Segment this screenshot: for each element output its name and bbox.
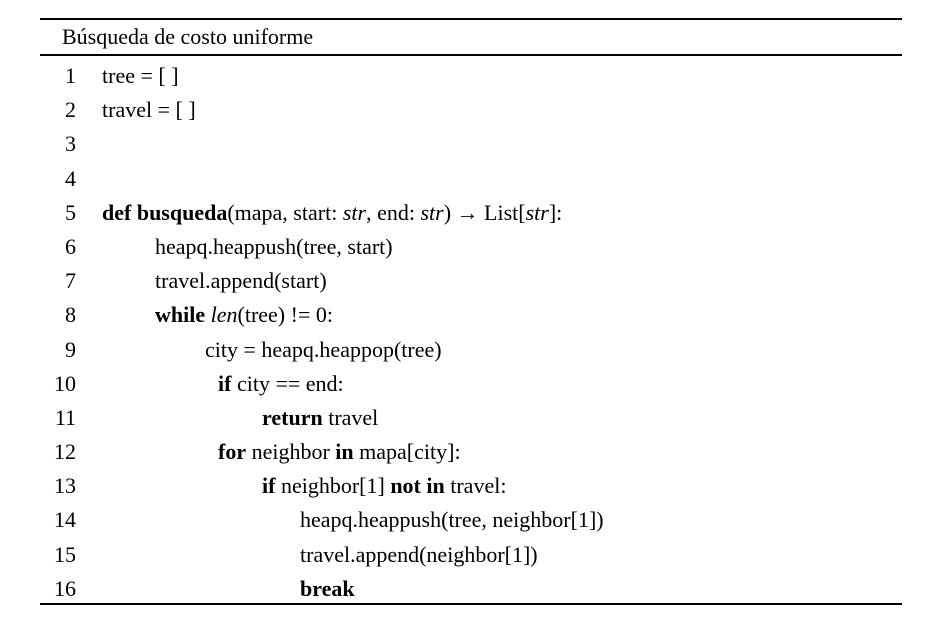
line-number: 7 <box>65 268 76 294</box>
type-annotation: str <box>342 199 367 225</box>
line-number: 16 <box>54 575 76 601</box>
line-number: 3 <box>65 131 76 157</box>
code-line: 3 <box>40 127 902 161</box>
function-name: busqueda <box>136 199 228 225</box>
signature-part: (mapa, start: <box>227 199 343 225</box>
line-number: 5 <box>65 199 76 225</box>
code-line: 16 break <box>40 572 902 606</box>
bottom-rule <box>40 603 902 605</box>
line-number: 10 <box>54 370 76 396</box>
code-text: city == end: <box>236 370 344 396</box>
keyword-break: break <box>300 575 355 601</box>
line-number: 8 <box>65 302 76 328</box>
line-number: 4 <box>65 165 76 191</box>
code-line: 6 heapq.heappush(tree, start) <box>40 230 902 264</box>
keyword-def: def <box>102 199 132 225</box>
header-rule <box>40 54 902 56</box>
line-number: 1 <box>65 63 76 88</box>
code-text: neighbor[1] <box>280 473 385 499</box>
keyword-if: if <box>262 473 276 499</box>
code-line: 4 <box>40 162 902 196</box>
code-line: 9 city = heapq.heappop(tree) <box>40 333 902 367</box>
code-lines: 1 tree = [ ] 2 travel = [ ] 3 4 5 def bu… <box>40 59 902 606</box>
line-code: def busqueda(mapa, start: str, end: str)… <box>102 196 562 230</box>
code-line: 12 for neighbor in mapa[city]: <box>40 435 902 469</box>
code-line: 13 if neighbor[1] not in travel: <box>40 469 902 503</box>
code-line: 5 def busqueda(mapa, start: str, end: st… <box>40 196 902 230</box>
code-line: 10 if city == end: <box>40 367 902 401</box>
code-line: 2 travel = [ ] <box>40 93 902 127</box>
code-text: mapa[city]: <box>359 439 461 465</box>
type-annotation: str <box>525 199 549 225</box>
code-line: 1 tree = [ ] <box>40 59 902 93</box>
code-text: travel <box>328 404 379 430</box>
function-len: len <box>210 302 238 328</box>
line-code: if city == end: <box>218 367 344 401</box>
keyword-for: for <box>218 439 247 465</box>
signature-part: ]: <box>548 199 563 225</box>
signature-part: , end: <box>366 199 421 225</box>
code-text: travel: <box>450 473 507 499</box>
line-number: 2 <box>65 97 76 123</box>
line-number: 11 <box>54 404 76 430</box>
line-code: travel = [ ] <box>102 97 196 123</box>
signature-part: ) → List[ <box>443 199 526 225</box>
line-number: 13 <box>54 473 76 499</box>
keyword-return: return <box>262 404 323 430</box>
code-line: 15 travel.append(neighbor[1]) <box>40 538 902 572</box>
line-code: while len(tree) != 0: <box>155 298 333 332</box>
line-number: 9 <box>65 336 76 362</box>
keyword-if: if <box>218 370 232 396</box>
keyword-while: while <box>155 302 206 328</box>
code-line: 8 while len(tree) != 0: <box>40 298 902 332</box>
code-line: 7 travel.append(start) <box>40 264 902 298</box>
line-number: 14 <box>54 507 76 533</box>
code-text: (tree) != 0: <box>237 302 333 328</box>
code-line: 11 return travel <box>40 401 902 435</box>
line-code: tree = [ ] <box>102 63 179 88</box>
code-line: 14 heapq.heappush(tree, neighbor[1]) <box>40 503 902 537</box>
line-code: city = heapq.heappop(tree) <box>205 336 442 362</box>
line-number: 12 <box>54 439 76 465</box>
line-code: if neighbor[1] not in travel: <box>262 469 506 503</box>
line-code: travel.append(neighbor[1]) <box>300 541 538 567</box>
line-code: travel.append(start) <box>155 268 327 294</box>
keyword-not-in: not in <box>390 473 445 499</box>
top-rule <box>40 18 902 20</box>
type-annotation: str <box>420 199 444 225</box>
algorithm-title: Búsqueda de costo uniforme <box>62 24 314 49</box>
line-number: 6 <box>65 233 76 259</box>
code-text: neighbor <box>251 439 330 465</box>
keyword-in: in <box>335 439 354 465</box>
line-code: return travel <box>262 401 378 435</box>
line-number: 15 <box>54 541 76 567</box>
line-code: heapq.heappush(tree, start) <box>155 233 393 259</box>
line-code: heapq.heappush(tree, neighbor[1]) <box>300 507 604 533</box>
line-code: for neighbor in mapa[city]: <box>218 435 461 469</box>
